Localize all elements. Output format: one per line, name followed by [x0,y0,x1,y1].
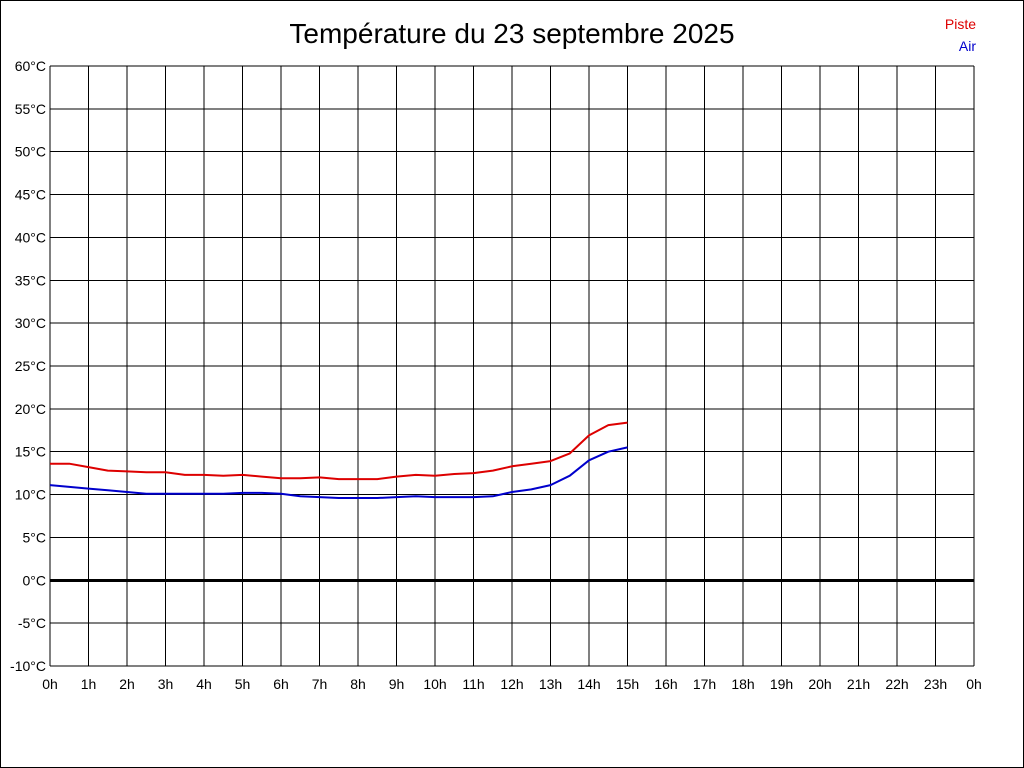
x-tick-label: 10h [423,676,446,692]
x-tick-label: 1h [81,676,97,692]
x-tick-label: 0h [966,676,982,692]
x-tick-label: 20h [808,676,831,692]
x-tick-label: 14h [577,676,600,692]
x-axis-ticks: 0h 1h 2h 3h 4h 5h 6h 7h 8h 9h 10h 11h 12h 13h 14h 15h 16… [42,676,982,692]
y-axis-ticks: 60°C 55°C 50°C 45°C 40°C 35°C 30°C 25°C 20°C 15°C… [10,58,46,674]
x-tick-label: 19h [770,676,793,692]
x-tick-label: 16h [654,676,677,692]
y-tick-label: 35°C [15,272,46,288]
chart-title: Température du 23 septembre 2025 [289,18,735,49]
y-tick-label: 20°C [15,401,46,417]
chart-series [49,421,628,499]
x-tick-label: 9h [389,676,405,692]
x-tick-label: 17h [693,676,716,692]
x-tick-label: 3h [158,676,174,692]
series-line-air [49,446,628,499]
x-tick-label: 23h [924,676,947,692]
y-tick-label: 60°C [15,58,46,74]
x-tick-label: 22h [885,676,908,692]
y-tick-label: 40°C [15,229,46,245]
y-tick-label: 15°C [15,444,46,460]
x-tick-label: 12h [500,676,523,692]
series-line-piste [50,421,628,481]
y-tick-label: 50°C [15,144,46,160]
y-tick-label: 30°C [15,315,46,331]
y-tick-label: 0°C [23,572,47,588]
x-tick-label: 2h [119,676,135,692]
legend-entry-piste: Piste [944,16,976,32]
y-tick-label: 45°C [15,187,46,203]
y-tick-label: 25°C [15,358,46,374]
x-tick-label: 15h [616,676,639,692]
chart-grid [49,65,975,667]
legend-entry-air: Air [958,38,976,54]
x-tick-label: 11h [462,676,484,692]
y-tick-label: -5°C [18,615,46,631]
chart-legend: Piste Air [945,13,976,57]
y-tick-label: 5°C [23,529,47,545]
y-tick-label: 55°C [15,101,46,117]
x-tick-label: 6h [273,676,289,692]
x-tick-label: 7h [312,676,328,692]
x-tick-label: 8h [350,676,366,692]
x-tick-label: 21h [847,676,870,692]
y-tick-label: 10°C [15,487,46,503]
x-tick-label: 18h [731,676,754,692]
y-tick-label: -10°C [10,658,46,674]
x-tick-label: 5h [235,676,251,692]
x-tick-label: 4h [196,676,212,692]
x-tick-label: 0h [42,676,58,692]
x-tick-label: 13h [539,676,562,692]
